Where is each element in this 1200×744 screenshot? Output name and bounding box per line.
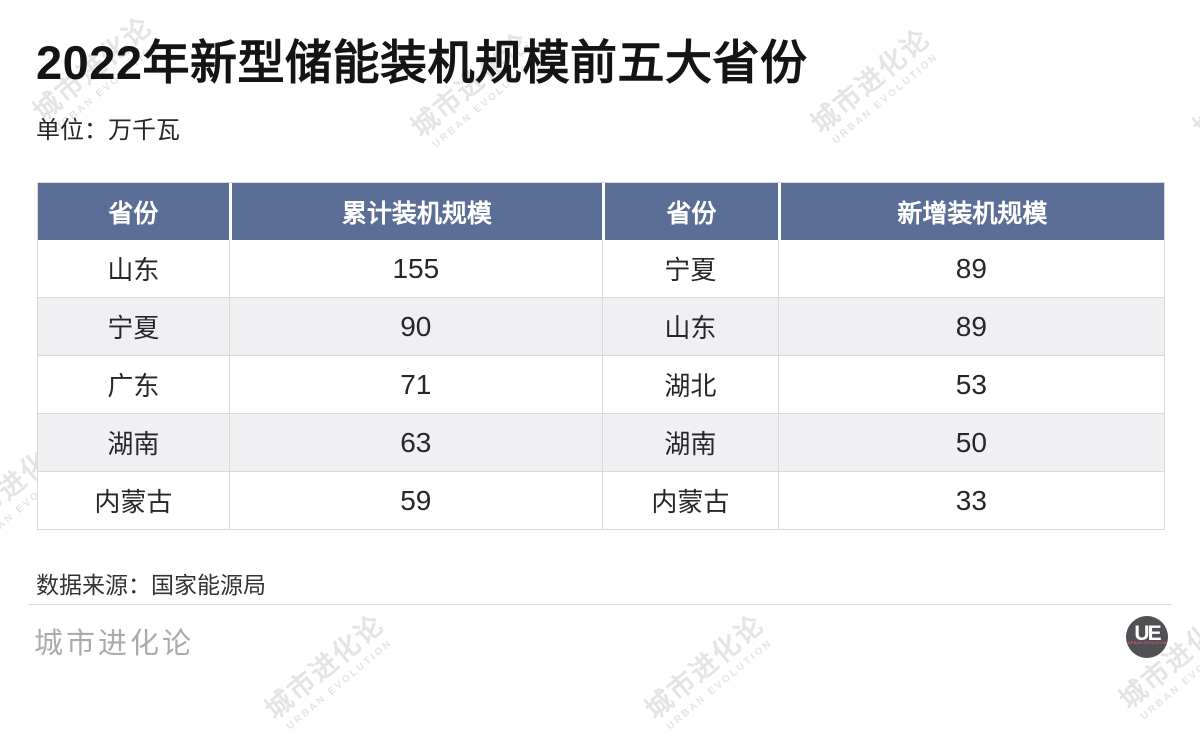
value-cell: 59 xyxy=(228,472,602,529)
table-header-row: 省份 累计装机规模 省份 新增装机规模 xyxy=(38,183,1164,240)
table-row: 内蒙古 59 内蒙古 33 xyxy=(38,471,1164,529)
urban-evolution-logo: UE URBAN EVOLUTION xyxy=(1126,616,1168,658)
province-cell: 山东 xyxy=(601,298,778,355)
unit-label: 单位：万千瓦 xyxy=(36,117,180,144)
table-row: 广东 71 湖北 53 xyxy=(38,355,1164,413)
value-cell: 89 xyxy=(777,240,1164,297)
logo-caption: URBAN EVOLUTION xyxy=(1127,640,1167,645)
page-title: 2022年新型储能装机规模前五大省份 xyxy=(36,36,808,89)
table-row: 宁夏 90 山东 89 xyxy=(38,297,1164,355)
value-cell: 155 xyxy=(228,240,602,297)
column-header-cumulative-capacity: 累计装机规模 xyxy=(228,183,602,240)
brand-name: 城市进化论 xyxy=(34,628,195,660)
province-cell: 湖北 xyxy=(601,356,778,413)
province-cell: 山东 xyxy=(38,240,229,297)
province-cell: 广东 xyxy=(38,356,229,413)
table-row: 山东 155 宁夏 89 xyxy=(38,240,1164,297)
value-cell: 50 xyxy=(777,414,1164,471)
province-cell: 内蒙古 xyxy=(38,472,229,529)
value-cell: 89 xyxy=(777,298,1164,355)
value-cell: 63 xyxy=(228,414,602,471)
infographic-page: { "title": "2022年新型储能装机规模前五大省份", "unit_l… xyxy=(0,10,1200,733)
province-cell: 宁夏 xyxy=(38,298,229,355)
logo-monogram: UE xyxy=(1134,621,1161,645)
value-cell: 53 xyxy=(777,356,1164,413)
province-cell: 湖南 xyxy=(601,414,778,471)
content-layer: 2022年新型储能装机规模前五大省份 单位：万千瓦 省份 累计装机规模 省份 新… xyxy=(28,36,1172,660)
footer-divider xyxy=(28,604,1172,605)
value-cell: 33 xyxy=(777,472,1164,529)
storage-capacity-table: 省份 累计装机规模 省份 新增装机规模 山东 155 宁夏 89 宁夏 90 山… xyxy=(37,182,1165,530)
column-header-province-left: 省份 xyxy=(38,183,229,240)
table-row: 湖南 63 湖南 50 xyxy=(38,413,1164,471)
data-source-note: 数据来源：国家能源局 xyxy=(36,572,266,598)
column-header-province-right: 省份 xyxy=(601,183,778,240)
column-header-new-capacity: 新增装机规模 xyxy=(777,183,1164,240)
province-cell: 宁夏 xyxy=(601,240,778,297)
value-cell: 90 xyxy=(228,298,602,355)
province-cell: 湖南 xyxy=(38,414,229,471)
value-cell: 71 xyxy=(228,356,602,413)
province-cell: 内蒙古 xyxy=(601,472,778,529)
